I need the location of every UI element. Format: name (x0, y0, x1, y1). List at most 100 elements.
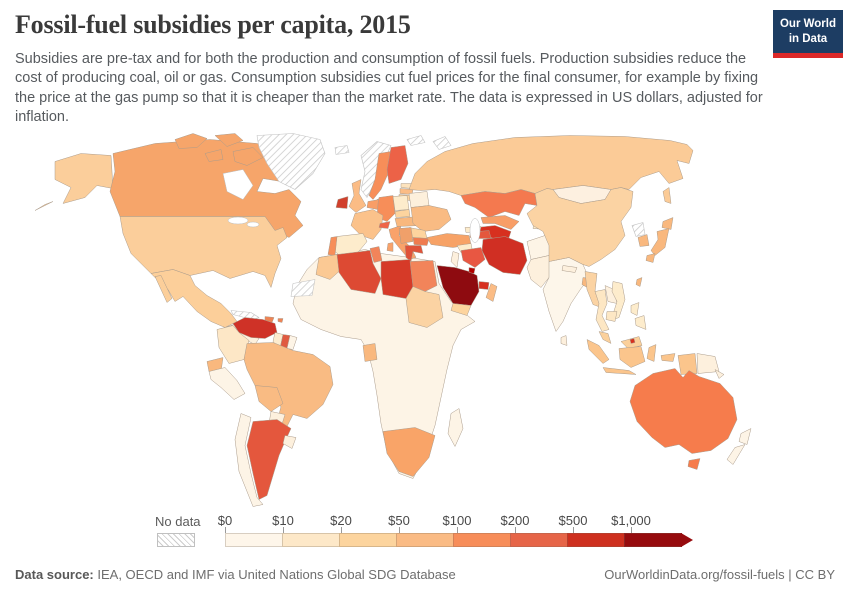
country-north-korea[interactable] (631, 222, 646, 237)
country-tasmania[interactable] (687, 458, 701, 470)
country-alaska[interactable] (54, 153, 114, 204)
country-sudan[interactable] (405, 286, 444, 328)
legend-segment-1 (282, 533, 340, 547)
country-indonesia-lesser-sunda[interactable] (660, 353, 676, 362)
legend-color-bar (225, 533, 693, 547)
country-novaya-zemlya[interactable] (432, 136, 452, 150)
country-italy-sardinia[interactable] (386, 242, 394, 252)
country-indonesia-sulawesi[interactable] (646, 344, 657, 362)
country-gabon[interactable] (362, 343, 378, 362)
country-japan-hokkaido[interactable] (661, 217, 674, 230)
country-portugal[interactable] (327, 236, 338, 256)
country-puerto-rico[interactable] (277, 318, 284, 323)
country-france[interactable] (350, 209, 384, 240)
country-canada-arctic-1[interactable] (174, 133, 208, 149)
country-taiwan[interactable] (635, 277, 643, 287)
country-venezuela[interactable] (232, 317, 278, 339)
country-russia[interactable] (408, 135, 694, 196)
country-finland[interactable] (386, 145, 409, 184)
country-png-tail[interactable] (714, 369, 725, 379)
owid-logo-line2: in Data (788, 32, 828, 45)
country-libya[interactable] (380, 259, 414, 299)
country-china[interactable] (526, 187, 634, 267)
country-indonesia-java[interactable] (602, 367, 637, 375)
country-kuwait[interactable] (468, 267, 476, 274)
country-japan-honshu[interactable] (650, 228, 670, 256)
country-south-africa[interactable] (382, 427, 436, 477)
country-japan-kyushu[interactable] (645, 253, 656, 263)
country-uk[interactable] (348, 179, 367, 213)
country-bulgaria[interactable] (412, 237, 430, 246)
legend-tick-mark (225, 527, 226, 533)
country-algeria[interactable] (336, 250, 382, 294)
legend-tick-mark (573, 527, 574, 533)
country-chile[interactable] (234, 413, 264, 507)
country-uzbekistan[interactable] (480, 215, 520, 230)
legend-tick-label: $200 (500, 513, 530, 528)
country-iran[interactable] (481, 236, 528, 275)
country-greenland[interactable] (256, 133, 326, 190)
country-french-guiana[interactable] (286, 335, 298, 350)
country-yemen[interactable] (450, 303, 472, 316)
country-mexico-baja[interactable] (154, 275, 173, 303)
country-indonesia-kalimantan[interactable] (618, 346, 646, 368)
legend-segment-4 (453, 533, 511, 547)
country-oman[interactable] (485, 283, 498, 302)
country-canada-arctic-2[interactable] (214, 133, 244, 147)
country-western-sahara[interactable] (290, 279, 316, 297)
country-switzerland[interactable] (378, 221, 391, 229)
country-new-zealand-south[interactable] (726, 444, 746, 465)
country-ukraine[interactable] (410, 205, 452, 232)
country-peru[interactable] (208, 367, 246, 400)
country-tunisia[interactable] (369, 246, 383, 263)
country-iceland[interactable] (334, 145, 350, 155)
country-poland[interactable] (392, 195, 410, 211)
country-svalbard[interactable] (406, 135, 426, 146)
legend-segment-2 (339, 533, 397, 547)
country-cambodia[interactable] (605, 311, 618, 322)
country-indonesia-papua[interactable] (677, 353, 698, 375)
hudson-bay (222, 169, 254, 200)
country-philippines-luzon[interactable] (630, 302, 640, 316)
country-greece[interactable] (404, 245, 424, 262)
legend-tick-label: $500 (558, 513, 588, 528)
country-netherlands-belgium[interactable] (366, 199, 380, 210)
legend-tick-mark (457, 527, 458, 533)
country-uruguay[interactable] (282, 435, 297, 449)
footer-link[interactable]: OurWorldinData.org/fossil-fuels | CC BY (604, 567, 835, 582)
country-indonesia-sumatra[interactable] (586, 339, 610, 364)
country-thailand[interactable] (594, 289, 610, 332)
country-usa[interactable] (119, 216, 288, 288)
country-levant[interactable] (450, 251, 460, 268)
country-aleutians[interactable] (34, 201, 54, 211)
country-iraq[interactable] (460, 247, 486, 268)
country-saudi-arabia[interactable] (436, 265, 480, 306)
country-kazakhstan[interactable] (460, 189, 538, 218)
owid-logo[interactable]: Our World in Data (773, 10, 843, 58)
legend-tick-labels: $0 $10 $20 $50 $100 $200 $500 $1,000 (218, 513, 705, 533)
country-argentina[interactable] (246, 419, 292, 500)
country-brazil[interactable] (243, 342, 334, 427)
country-canada-arctic-4[interactable] (204, 149, 224, 162)
country-sri-lanka[interactable] (560, 335, 568, 346)
country-morocco[interactable] (315, 254, 341, 280)
country-russia-sakhalin[interactable] (662, 187, 672, 204)
country-new-zealand-north[interactable] (738, 428, 752, 445)
country-bolivia[interactable] (254, 385, 284, 412)
legend-segment-0 (225, 533, 283, 547)
country-czechia[interactable] (394, 209, 411, 218)
country-malaysia[interactable] (598, 331, 612, 344)
country-qatar-uae[interactable] (478, 281, 490, 290)
country-balkans[interactable] (398, 227, 414, 244)
country-canada-arctic-3[interactable] (232, 147, 264, 166)
country-mexico[interactable] (150, 269, 238, 328)
country-ireland[interactable] (335, 196, 349, 209)
country-belarus[interactable] (408, 191, 430, 208)
country-south-korea[interactable] (637, 234, 650, 247)
country-nepal[interactable] (561, 265, 578, 273)
country-australia[interactable] (629, 368, 738, 454)
country-philippines-mindanao[interactable] (634, 315, 647, 330)
country-egypt[interactable] (409, 260, 438, 292)
country-madagascar[interactable] (447, 408, 464, 447)
country-brunei[interactable] (629, 338, 636, 344)
